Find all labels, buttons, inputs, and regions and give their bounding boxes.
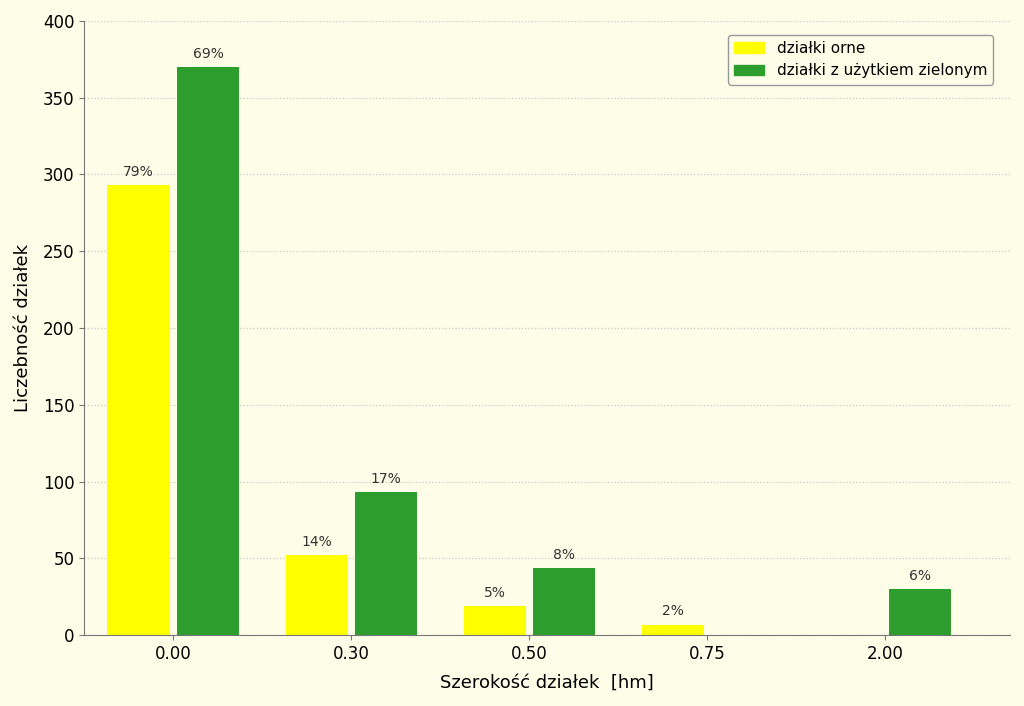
Bar [642, 625, 703, 635]
Bar [286, 556, 348, 635]
Bar [532, 568, 595, 635]
Text: 2%: 2% [662, 604, 684, 618]
Bar [464, 606, 526, 635]
Text: 79%: 79% [123, 165, 154, 179]
X-axis label: Szerokość działek  [hm]: Szerokość działek [hm] [440, 674, 654, 692]
Text: 17%: 17% [371, 472, 401, 486]
Text: 5%: 5% [483, 586, 506, 600]
Text: 14%: 14% [301, 535, 332, 549]
Bar [889, 590, 951, 635]
Bar [177, 67, 240, 635]
Text: 6%: 6% [909, 569, 931, 583]
Text: 69%: 69% [193, 47, 223, 61]
Legend: działki orne, działki z użytkiem zielonym: działki orne, działki z użytkiem zielony… [728, 35, 993, 85]
Bar [108, 185, 170, 635]
Text: 8%: 8% [553, 548, 575, 561]
Bar [355, 492, 417, 635]
Y-axis label: Liczebność działek: Liczebność działek [14, 244, 32, 412]
